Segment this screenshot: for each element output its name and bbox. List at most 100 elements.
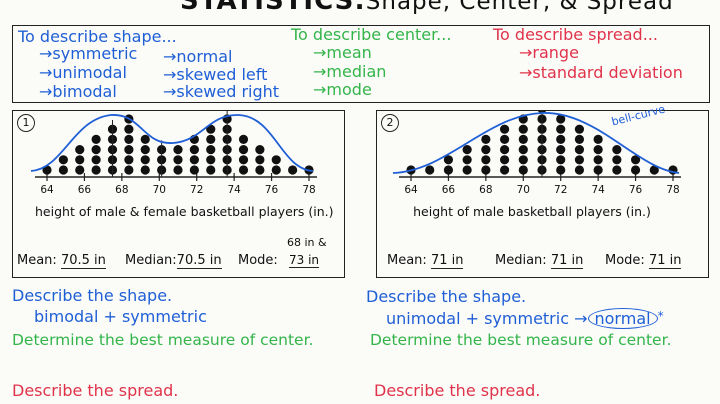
data-dot xyxy=(206,124,216,134)
dot-plot-panel-1: 1 64 66 68 70 72 74 76 78 height of male & fema… xyxy=(12,110,345,278)
tick-label: 74 xyxy=(227,184,241,196)
shape-item: →normal xyxy=(163,47,233,66)
axis-label: height of male basketball players (in.) xyxy=(413,204,651,219)
data-dot xyxy=(593,145,603,155)
data-dot xyxy=(206,155,216,165)
shape-item: →bimodal xyxy=(39,82,117,101)
page-title: STATISTICS:Shape, Center, & Spread xyxy=(180,0,674,16)
data-dot xyxy=(124,145,134,155)
tick-label: 66 xyxy=(78,184,92,196)
data-dot xyxy=(630,155,641,165)
shape-item: →skewed right xyxy=(163,82,280,101)
data-dot xyxy=(173,155,183,165)
data-dot xyxy=(556,145,566,155)
data-dot xyxy=(238,145,249,155)
data-dot xyxy=(206,134,216,144)
data-dot xyxy=(556,155,566,165)
data-dot xyxy=(75,165,85,175)
data-dot xyxy=(593,165,603,175)
data-dot xyxy=(649,165,659,175)
data-dot xyxy=(140,145,150,155)
data-dot xyxy=(91,134,101,144)
data-dot xyxy=(173,165,183,175)
data-dot xyxy=(124,124,134,134)
normal-circled: normal xyxy=(587,308,658,329)
tick-label: 68 xyxy=(479,184,492,196)
stat-median: Median:70.5 in xyxy=(125,253,222,269)
data-dot xyxy=(75,145,85,155)
tick-label: 78 xyxy=(302,184,315,196)
data-dot xyxy=(425,165,435,175)
data-dot xyxy=(189,145,199,155)
data-dot xyxy=(518,165,528,175)
center-item: →mode xyxy=(313,80,372,99)
stat-mean: Mean: 70.5 in xyxy=(17,253,106,269)
tick-label: 64 xyxy=(404,184,418,196)
panel-number: 1 xyxy=(17,114,35,132)
center-item: →mean xyxy=(313,43,372,62)
data-dot xyxy=(499,145,510,155)
data-dot xyxy=(574,134,585,144)
title-sub: Shape, Center, & Spread xyxy=(365,0,674,15)
distribution-curve xyxy=(392,112,680,174)
data-dot xyxy=(443,155,454,165)
data-dot xyxy=(255,155,265,165)
tick-label: 76 xyxy=(265,184,279,196)
answer-shape-left: bimodal + symmetric xyxy=(34,307,207,326)
question-center-left: Determine the best measure of center. xyxy=(12,331,314,349)
tick-label: 66 xyxy=(442,184,456,196)
shape-item: →symmetric xyxy=(39,44,138,63)
data-dot xyxy=(462,155,472,165)
center-item: →median xyxy=(313,62,387,81)
shape-heading: To describe shape... xyxy=(18,27,177,46)
data-dot xyxy=(140,134,150,144)
tick-label: 70 xyxy=(153,184,166,196)
data-dot xyxy=(462,145,472,155)
data-dot xyxy=(593,155,603,165)
data-dot xyxy=(574,145,585,155)
data-dot xyxy=(593,134,603,144)
data-dot xyxy=(612,155,622,165)
center-heading: To describe center... xyxy=(291,25,452,44)
data-dot xyxy=(140,155,150,165)
data-dot xyxy=(556,165,566,175)
data-dot xyxy=(518,145,528,155)
tick-label: 72 xyxy=(190,184,203,196)
data-dot xyxy=(556,114,566,124)
data-dot xyxy=(481,165,491,175)
tick-label: 64 xyxy=(40,184,54,196)
data-dot xyxy=(499,124,510,134)
data-dot xyxy=(124,155,134,165)
tick-label: 74 xyxy=(591,184,605,196)
data-dot xyxy=(206,145,216,155)
data-dot xyxy=(481,155,491,165)
data-dot xyxy=(518,124,528,134)
question-spread-right: Describe the spread. xyxy=(374,381,541,400)
title-main: STATISTICS: xyxy=(180,0,366,16)
tick-label: 76 xyxy=(629,184,643,196)
data-dot xyxy=(255,145,265,155)
question-center-right: Determine the best measure of center. xyxy=(370,331,672,349)
question-shape-right: Describe the shape. xyxy=(366,287,527,306)
data-dot xyxy=(462,165,472,175)
spread-item: →standard deviation xyxy=(519,63,683,82)
data-dot xyxy=(574,165,585,175)
stat-mean: Mean: 71 in xyxy=(387,253,464,269)
data-dot xyxy=(499,134,510,144)
data-dot xyxy=(238,134,249,144)
answer-shape-right: unimodal + symmetric → normal * xyxy=(386,308,664,329)
tick-label: 78 xyxy=(666,184,679,196)
stat-mode-value-2: 73 in xyxy=(289,253,320,268)
data-dot xyxy=(481,134,491,144)
data-dot xyxy=(612,145,622,155)
data-dot xyxy=(499,165,510,175)
spread-heading: To describe spread... xyxy=(493,25,658,44)
tick-label: 68 xyxy=(115,184,128,196)
question-spread-left: Describe the spread. xyxy=(12,381,179,400)
data-dot xyxy=(124,165,134,175)
spread-item: →range xyxy=(519,43,579,62)
data-dot xyxy=(481,145,491,155)
shape-item: →unimodal xyxy=(39,63,127,82)
data-dot xyxy=(206,165,216,175)
